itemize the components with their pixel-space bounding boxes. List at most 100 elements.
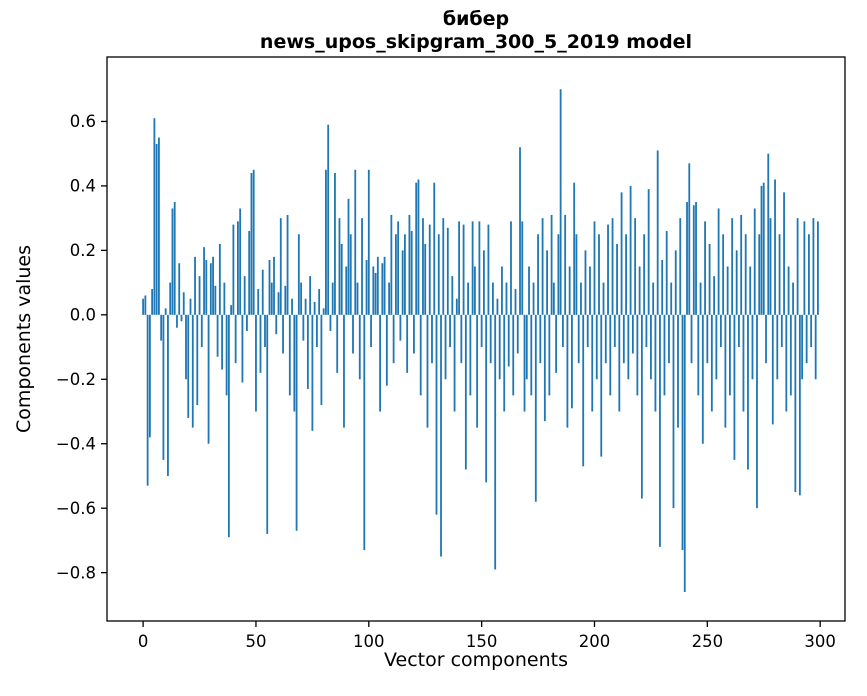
bar [688, 163, 691, 315]
bar [792, 282, 794, 315]
bar [812, 218, 815, 315]
bar [264, 314, 266, 348]
bar [453, 314, 456, 412]
bar [672, 314, 675, 509]
bar [401, 250, 404, 315]
bar [442, 218, 445, 315]
bar [539, 314, 542, 364]
bar [309, 276, 312, 315]
bar [462, 224, 465, 315]
bar [650, 314, 652, 380]
bar [279, 218, 282, 315]
bar [717, 208, 720, 315]
bar [225, 314, 228, 396]
bar [261, 269, 264, 315]
bar [516, 314, 519, 354]
bar [528, 266, 530, 315]
bar [467, 282, 470, 315]
bar [537, 234, 539, 315]
bar [478, 221, 481, 315]
bar [334, 173, 336, 315]
bar [552, 282, 555, 315]
bar [300, 282, 302, 315]
bar [433, 182, 436, 315]
bar [546, 250, 548, 315]
bar [162, 314, 165, 460]
bar [733, 314, 736, 460]
bar [320, 314, 323, 406]
bar [713, 276, 716, 315]
bar [492, 282, 494, 315]
bar [361, 218, 363, 315]
bar [695, 202, 697, 315]
bar [575, 234, 578, 315]
bar [634, 218, 637, 315]
bar [767, 153, 770, 315]
bar [207, 314, 210, 444]
bar [532, 282, 535, 315]
bar [358, 314, 361, 380]
bar [173, 202, 176, 315]
bar [557, 234, 560, 315]
bar [498, 314, 501, 380]
bar [155, 144, 158, 315]
bar [595, 314, 598, 380]
bar [523, 314, 526, 412]
x-tick-label: 300 [804, 632, 836, 651]
bar [268, 260, 271, 315]
bar [706, 314, 709, 364]
bar [697, 314, 700, 396]
bar [564, 214, 567, 315]
x-tick-label: 150 [466, 632, 498, 651]
bar [807, 234, 810, 315]
bar [266, 314, 269, 534]
bar [683, 314, 686, 592]
bar [203, 247, 205, 315]
bar [749, 266, 752, 315]
bar [729, 314, 731, 396]
bar [234, 314, 237, 364]
bar [327, 124, 330, 315]
y-tick-label: −0.6 [56, 499, 96, 518]
bar [503, 314, 506, 412]
bar [293, 314, 296, 412]
bar [548, 314, 551, 396]
y-tick-label: −0.4 [56, 434, 96, 453]
bar [582, 314, 585, 467]
bar [589, 266, 591, 315]
bar [577, 314, 580, 364]
bar [331, 282, 334, 315]
bar [783, 192, 785, 315]
bar [284, 285, 287, 315]
bar [803, 221, 806, 315]
bar [571, 314, 573, 409]
bar [681, 314, 684, 551]
bar [566, 314, 569, 428]
bar [354, 169, 357, 315]
bar [241, 314, 244, 383]
bar [248, 231, 251, 315]
bar [756, 314, 758, 509]
bar [604, 314, 607, 364]
bar [611, 218, 614, 315]
bar [699, 282, 702, 315]
bar [489, 314, 492, 364]
bar [555, 314, 558, 373]
bar [740, 214, 743, 315]
bar [449, 314, 451, 348]
bar [187, 314, 190, 418]
bar [385, 314, 388, 386]
bar [510, 221, 512, 315]
bar [440, 314, 442, 557]
bar [356, 282, 359, 315]
bar [710, 314, 713, 412]
axes-spines [106, 56, 846, 622]
bar [798, 314, 801, 496]
bar [561, 314, 564, 348]
bar [586, 314, 589, 348]
bar [223, 282, 226, 315]
bar [227, 314, 230, 538]
bar [194, 256, 196, 315]
bar [530, 314, 533, 396]
